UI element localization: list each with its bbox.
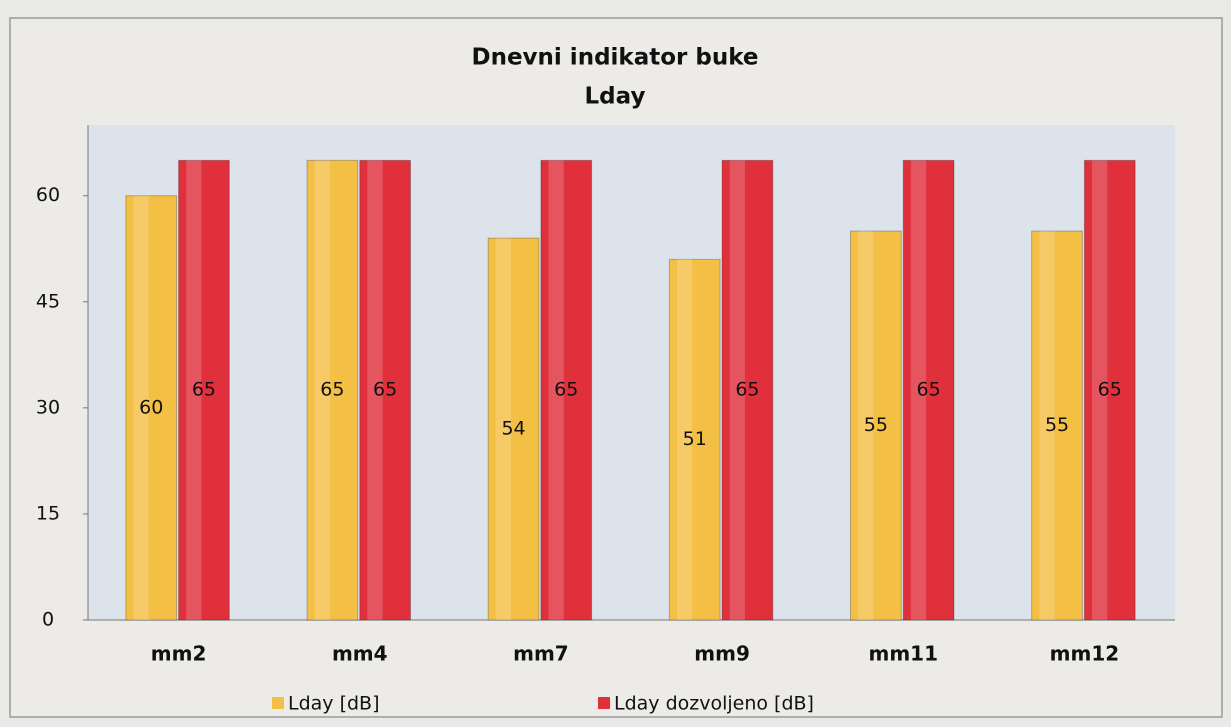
bar <box>902 159 955 621</box>
data-label: 60 <box>139 396 163 418</box>
bar-shine <box>186 160 202 620</box>
data-label: 65 <box>735 379 759 401</box>
bar <box>359 159 411 621</box>
data-label: 65 <box>917 379 941 401</box>
x-tick-label: mm11 <box>868 642 938 666</box>
y-tick-label: 0 <box>42 609 54 631</box>
y-tick-label: 45 <box>36 290 60 312</box>
y-tick-label: 60 <box>36 184 60 206</box>
chart-title: Dnevni indikator buke <box>471 45 758 71</box>
y-tick-label: 15 <box>36 502 60 524</box>
y-tick-label: 30 <box>36 396 60 418</box>
x-tick-label: mm2 <box>151 642 207 666</box>
bar <box>178 159 230 621</box>
bar <box>125 195 178 621</box>
plot-area <box>88 125 1175 620</box>
bar <box>668 258 721 621</box>
data-label: 51 <box>683 428 707 450</box>
bar <box>487 237 540 621</box>
legend-swatch <box>272 697 284 709</box>
bar-shine <box>729 160 745 620</box>
x-tick-label: mm4 <box>332 642 388 666</box>
data-label: 65 <box>320 379 344 401</box>
bar-shine <box>676 259 693 620</box>
data-label: 65 <box>554 379 578 401</box>
x-tick-label: mm7 <box>513 642 569 666</box>
legend-swatch <box>598 697 610 709</box>
bar-shine <box>910 160 927 620</box>
data-label: 55 <box>1045 414 1069 436</box>
bar <box>1031 230 1083 621</box>
data-label: 65 <box>1098 379 1122 401</box>
bar-shine <box>858 231 874 621</box>
data-label: 55 <box>864 414 888 436</box>
bar <box>540 159 593 621</box>
legend-label: Lday dozvoljeno [dB] <box>614 693 814 715</box>
bar-shine <box>314 160 330 620</box>
x-tick-label: mm9 <box>694 642 750 666</box>
bar-shine <box>367 160 383 620</box>
bar-shine <box>1092 160 1108 620</box>
bar <box>721 159 774 621</box>
legend-label: Lday [dB] <box>288 693 380 715</box>
bar <box>306 159 359 621</box>
bar <box>1083 159 1136 621</box>
data-label: 65 <box>373 379 397 401</box>
bar <box>850 230 902 621</box>
data-label: 65 <box>192 379 216 401</box>
chart-subtitle: Lday <box>585 84 646 110</box>
data-label: 54 <box>501 418 525 440</box>
bar-shine <box>133 195 149 620</box>
bar-shine <box>1039 231 1055 621</box>
x-tick-label: mm12 <box>1050 642 1120 666</box>
bar-shine <box>495 238 512 620</box>
bar-shine <box>548 160 564 620</box>
